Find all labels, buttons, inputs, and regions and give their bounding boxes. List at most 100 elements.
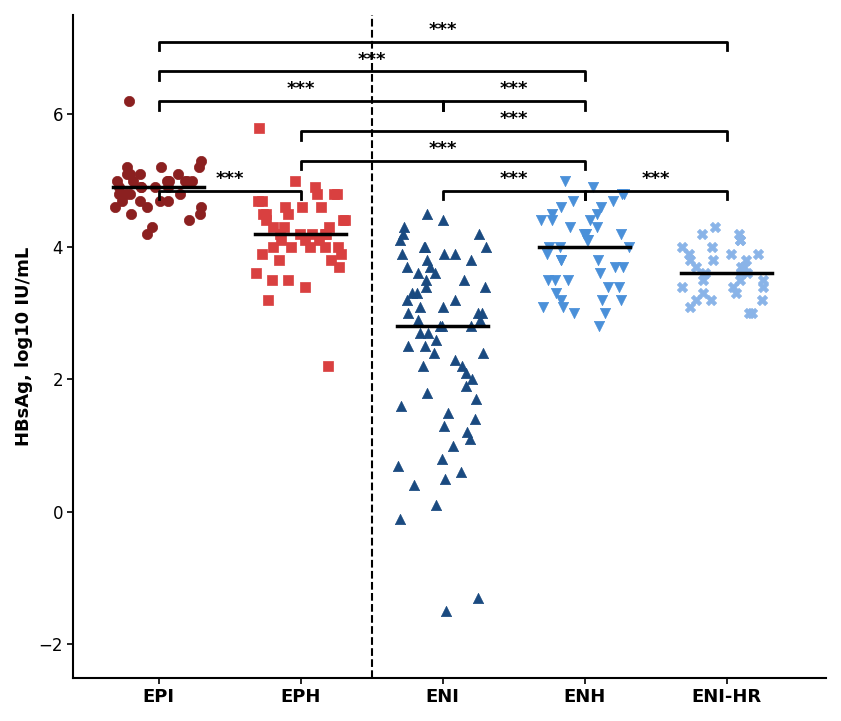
Point [683,301,696,312]
Point [558,175,571,187]
Point [411,267,425,279]
Point [608,261,621,273]
Point [548,274,562,286]
Text: ***: *** [500,170,528,188]
Point [756,274,770,286]
Point [464,255,478,266]
Point [442,407,455,418]
Point [336,215,350,226]
Point [554,201,568,213]
Point [394,400,407,412]
Point [461,427,474,438]
Point [420,274,433,286]
Point [309,182,322,193]
Point [675,241,689,252]
Point [111,175,124,187]
Point [622,241,636,252]
Point [554,255,568,266]
Point [319,241,332,252]
Point [249,267,262,279]
Point [119,188,133,200]
Point [332,261,346,273]
Point [296,201,309,213]
Point [468,413,482,425]
Point [448,294,462,306]
Point [472,593,485,604]
Point [478,281,491,293]
Point [112,182,125,193]
Point [120,168,134,180]
Point [153,195,167,206]
Point [601,281,615,293]
Text: ***: *** [215,170,244,188]
Point [180,175,193,187]
Point [696,288,710,299]
Point [554,255,568,266]
Point [421,327,435,339]
Point [739,255,753,266]
Point [436,454,449,465]
Text: ***: *** [500,110,528,128]
Point [699,267,712,279]
Point [696,274,710,286]
Point [338,215,352,226]
Text: ***: *** [357,50,386,68]
Point [411,314,425,326]
Point [400,261,414,273]
Point [299,234,312,246]
Point [259,215,272,226]
Point [460,380,473,392]
Point [675,281,689,293]
Point [257,208,270,219]
Point [108,201,122,213]
Point [473,314,486,326]
Point [410,288,424,299]
Point [319,228,332,239]
Point [140,201,153,213]
Point [401,340,415,352]
Point [420,208,434,219]
Point [472,228,485,239]
Point [454,466,468,478]
Text: ***: *** [428,140,457,158]
Point [251,195,265,206]
Point [580,234,594,246]
Point [546,215,559,226]
Point [724,248,738,260]
Point [115,195,129,206]
Point [161,175,174,187]
Point [684,255,697,266]
Point [182,215,196,226]
Point [185,175,198,187]
Point [113,188,126,200]
Point [594,201,607,213]
Point [391,460,405,472]
Point [145,221,159,233]
Point [471,307,484,319]
Point [469,394,483,405]
Point [274,234,288,246]
Point [542,241,556,252]
Point [566,195,579,206]
Point [562,274,575,286]
Point [577,228,590,239]
Point [752,248,765,260]
Point [706,241,719,252]
Point [590,221,604,233]
Point [161,195,175,206]
Point [393,513,406,524]
Point [281,208,294,219]
Point [161,175,174,187]
Point [148,182,161,193]
Point [433,321,447,332]
Point [407,479,420,491]
Point [330,188,343,200]
Point [476,347,489,358]
Text: ***: *** [500,81,528,99]
Point [428,347,442,358]
Point [323,221,336,233]
Point [396,228,410,239]
Point [122,95,135,107]
Point [260,208,273,219]
Point [272,255,285,266]
